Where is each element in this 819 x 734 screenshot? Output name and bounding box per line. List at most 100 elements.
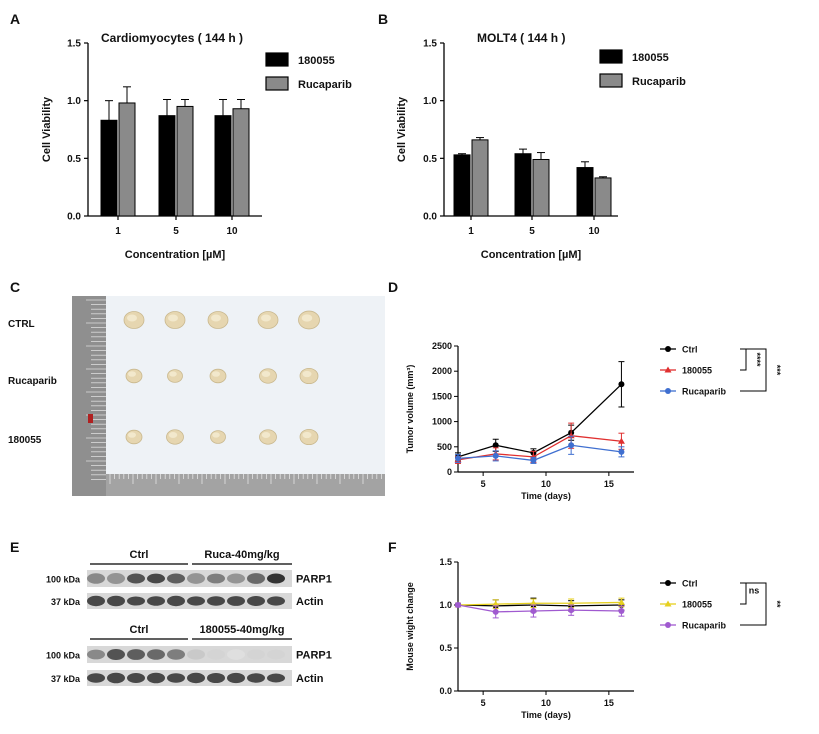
- chart-title: Cardiomyocytes ( 144 h ): [101, 31, 243, 45]
- y-axis-label: Tumor volume (mm³): [405, 365, 415, 454]
- tumor-highlight: [261, 314, 271, 322]
- data-point-rucaparib: [492, 608, 499, 615]
- bar-180055-1: [100, 119, 118, 217]
- blot-band: [147, 649, 165, 660]
- panel-letter-b: B: [378, 11, 388, 27]
- significance-label: ****: [752, 352, 762, 367]
- blot-group-label: Ruca-40mg/kg: [204, 549, 279, 561]
- blot-band: [207, 573, 225, 584]
- band-label: Actin: [296, 596, 324, 608]
- panel-d: D 0 500 1000 1500 2000 2500 5 10 15 Time (days) Tum…: [388, 279, 782, 501]
- blot-band: [247, 673, 265, 683]
- panel-letter-f: F: [388, 539, 397, 555]
- significance-label: **: [772, 600, 782, 608]
- ruler-red-mark: [88, 414, 93, 423]
- x-axis-label: Concentration [µM]: [125, 249, 226, 261]
- legend-swatch-rucaparib: [599, 73, 623, 88]
- bar-180055-5: [514, 153, 532, 217]
- legend-swatch-180055: [599, 49, 623, 64]
- blot-band: [167, 673, 185, 683]
- tumor-highlight: [261, 371, 271, 377]
- blot-group-label: Ctrl: [130, 624, 149, 636]
- blot-band: [127, 596, 145, 606]
- data-point-180055: [617, 598, 625, 605]
- legend-marker: [664, 600, 672, 607]
- significance-bracket: [740, 348, 767, 392]
- tumor-highlight: [128, 432, 136, 438]
- bar-180055-10: [576, 167, 594, 217]
- data-point-rucaparib: [455, 602, 461, 608]
- legend-label: 180055: [682, 600, 712, 610]
- y-tick-label: 2000: [432, 366, 452, 376]
- blot-band: [127, 673, 145, 683]
- y-tick-label: 1.5: [67, 39, 81, 50]
- y-tick-label: 1000: [432, 417, 452, 427]
- legend-label: 180055: [682, 366, 712, 376]
- y-axis-label: Mouse wight change: [405, 582, 415, 671]
- band-label: PARP1: [296, 574, 332, 586]
- blot-band: [247, 573, 265, 584]
- blot-band: [167, 595, 185, 607]
- tumor-highlight: [168, 314, 178, 322]
- data-point-180055: [529, 599, 537, 606]
- blot-band: [87, 673, 105, 683]
- blot-band: [127, 649, 145, 660]
- legend-marker: [665, 622, 671, 628]
- y-tick-label: 1.0: [423, 96, 437, 107]
- y-tick-label: 0: [447, 467, 452, 477]
- legend-label: 180055: [298, 55, 335, 67]
- panel-letter-d: D: [388, 279, 398, 295]
- chart-title: MOLT4 ( 144 h ): [477, 31, 565, 45]
- significance-label: ns: [749, 586, 760, 596]
- series-line-ctrl: [457, 383, 622, 458]
- series-line-ctrl: [457, 604, 622, 607]
- y-tick-label: 0.5: [439, 643, 452, 653]
- x-tick-label: 5: [481, 698, 486, 708]
- blot-band: [187, 672, 205, 684]
- bar-rucaparib-1: [118, 102, 136, 217]
- y-tick-label: 1.0: [67, 96, 81, 107]
- y-tick-label: 500: [437, 442, 452, 452]
- blot-band: [167, 649, 185, 660]
- blot-band: [227, 672, 245, 684]
- blot-band: [227, 649, 245, 660]
- blot-band: [267, 596, 285, 606]
- blot-band: [267, 673, 285, 683]
- blot-band: [227, 596, 245, 606]
- kda-marker: 100 kDa: [46, 575, 81, 585]
- blot-band: [187, 649, 205, 660]
- panel-letter-c: C: [10, 279, 20, 295]
- y-tick-label: 0.5: [423, 154, 437, 165]
- tumor-highlight: [302, 431, 312, 439]
- y-tick-label: 1.0: [439, 600, 452, 610]
- legend-swatch-rucaparib: [265, 76, 289, 91]
- data-point-180055: [617, 437, 625, 444]
- kda-marker: 100 kDa: [46, 651, 81, 661]
- tumor-highlight: [168, 432, 178, 438]
- data-point-rucaparib: [618, 448, 625, 455]
- tumor-highlight: [169, 371, 177, 377]
- blot-band: [87, 573, 105, 584]
- tumor-highlight: [128, 371, 136, 377]
- blot-band: [87, 595, 105, 607]
- y-tick-label: 0.5: [67, 154, 81, 165]
- blot-band: [187, 596, 205, 606]
- data-point-180055: [492, 600, 500, 607]
- data-point-rucaparib: [492, 452, 499, 459]
- row-label-rucaparib: Rucaparib: [8, 376, 57, 387]
- panel-a: A Cardiomyocytes ( 144 h ) 0.0 0.5 1.0 1.5 Cel…: [10, 11, 352, 261]
- kda-marker: 37 kDa: [51, 597, 81, 607]
- x-axis-label: Concentration [µM]: [481, 249, 582, 261]
- panel-e: E Ctrl Ruca-40mg/kg PARP1 100 kDa Actin 37 kDa…: [10, 539, 332, 686]
- legend-label: Rucaparib: [682, 387, 727, 397]
- legend-label: Rucaparib: [682, 621, 727, 631]
- blot-band: [107, 595, 125, 607]
- data-point-rucaparib: [618, 608, 625, 615]
- x-tick-label: 10: [541, 479, 551, 489]
- y-tick-label: 1.5: [439, 557, 452, 567]
- legend-marker: [665, 346, 671, 352]
- x-tick-label: 15: [604, 479, 614, 489]
- x-tick-label: 5: [529, 226, 535, 237]
- panel-b: B MOLT4 ( 144 h ) 0.0 0.5 1.0 1.5 Cell Viabili…: [378, 11, 686, 261]
- data-point-rucaparib: [568, 607, 575, 614]
